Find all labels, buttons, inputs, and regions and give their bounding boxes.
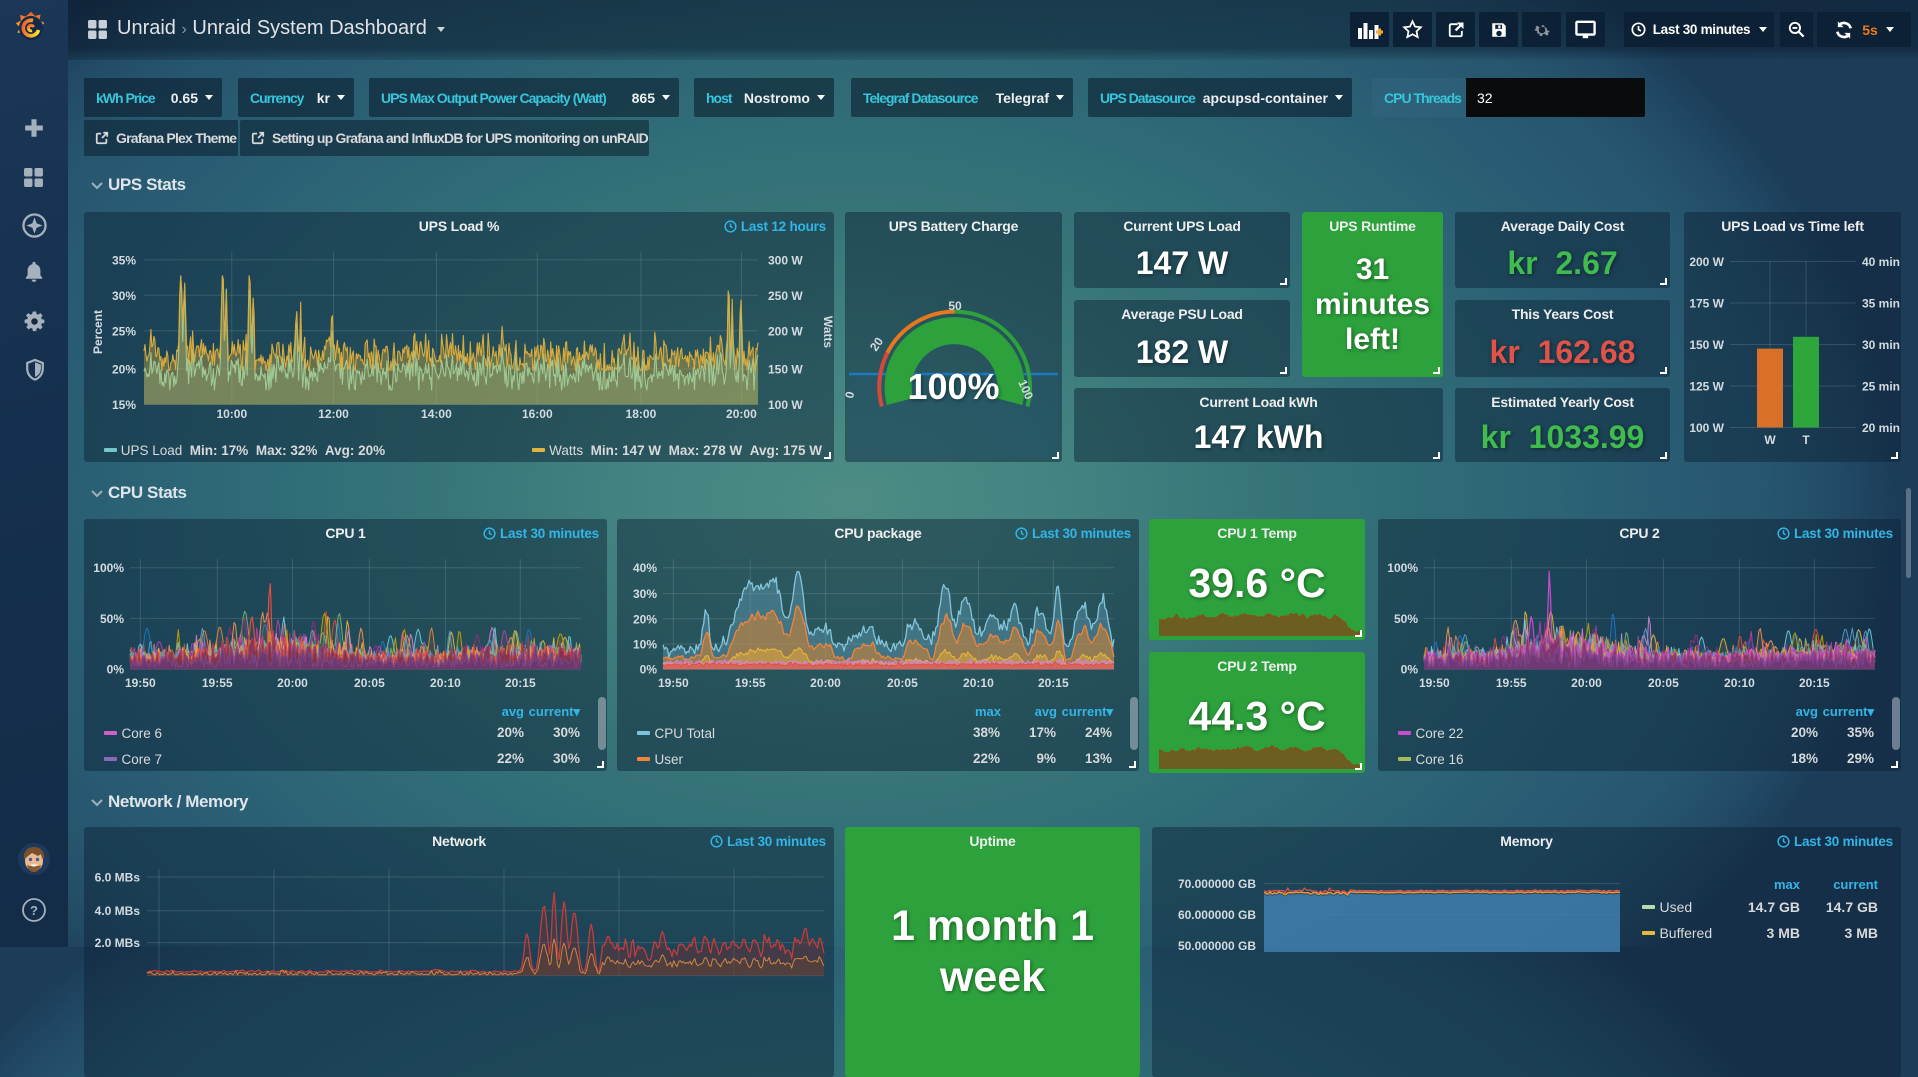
- svg-text:100 W: 100 W: [1689, 421, 1724, 435]
- svg-text:50%: 50%: [1394, 612, 1418, 626]
- svg-text:20: 20: [867, 334, 886, 353]
- svg-text:0: 0: [845, 390, 857, 400]
- svg-text:20:05: 20:05: [1648, 676, 1679, 690]
- svg-text:20:10: 20:10: [963, 676, 994, 690]
- svg-text:50%: 50%: [100, 612, 124, 626]
- svg-text:35 min: 35 min: [1862, 297, 1900, 311]
- svg-text:100%: 100%: [1387, 561, 1418, 575]
- svg-text:10%: 10%: [633, 638, 657, 652]
- svg-text:6.0 MBs: 6.0 MBs: [95, 871, 141, 885]
- svg-text:10:00: 10:00: [216, 407, 247, 421]
- svg-text:19:50: 19:50: [658, 676, 689, 690]
- svg-text:14:00: 14:00: [421, 407, 452, 421]
- svg-text:200 W: 200 W: [1689, 255, 1724, 269]
- svg-text:250 W: 250 W: [768, 289, 803, 303]
- svg-text:19:55: 19:55: [1496, 676, 1527, 690]
- svg-text:15%: 15%: [112, 398, 136, 412]
- svg-text:30 min: 30 min: [1862, 338, 1900, 352]
- svg-text:100%: 100%: [93, 561, 124, 575]
- svg-text:0%: 0%: [1401, 663, 1419, 677]
- svg-text:70.000000 GB: 70.000000 GB: [1178, 877, 1256, 891]
- svg-text:19:55: 19:55: [735, 676, 766, 690]
- svg-text:25 min: 25 min: [1862, 380, 1900, 394]
- svg-text:Watts: Watts: [821, 316, 834, 349]
- svg-text:20:15: 20:15: [505, 676, 536, 690]
- svg-text:0%: 0%: [640, 663, 658, 677]
- svg-text:50.000000 GB: 50.000000 GB: [1178, 939, 1256, 953]
- svg-text:?: ?: [30, 903, 38, 918]
- svg-text:20:00: 20:00: [810, 676, 841, 690]
- svg-text:175 W: 175 W: [1689, 297, 1724, 311]
- svg-text:16:00: 16:00: [522, 407, 553, 421]
- svg-text:60.000000 GB: 60.000000 GB: [1178, 908, 1256, 922]
- svg-text:25%: 25%: [112, 324, 136, 338]
- svg-text:30%: 30%: [633, 587, 657, 601]
- svg-text:2.0 MBs: 2.0 MBs: [95, 936, 141, 950]
- svg-text:20:15: 20:15: [1799, 676, 1830, 690]
- svg-text:20:10: 20:10: [430, 676, 461, 690]
- svg-text:200 W: 200 W: [768, 324, 803, 338]
- svg-text:150 W: 150 W: [768, 363, 803, 377]
- svg-text:150 W: 150 W: [1689, 338, 1724, 352]
- svg-text:20%: 20%: [112, 363, 136, 377]
- svg-text:20 min: 20 min: [1862, 421, 1900, 435]
- svg-text:19:50: 19:50: [125, 676, 156, 690]
- svg-text:20:00: 20:00: [277, 676, 308, 690]
- svg-text:50: 50: [948, 299, 962, 313]
- svg-text:18:00: 18:00: [626, 407, 657, 421]
- svg-text:20%: 20%: [633, 612, 657, 626]
- svg-text:20:05: 20:05: [354, 676, 385, 690]
- svg-text:20:15: 20:15: [1038, 676, 1069, 690]
- svg-text:20:00: 20:00: [1571, 676, 1602, 690]
- svg-text:T: T: [1802, 433, 1810, 447]
- svg-text:Percent: Percent: [91, 310, 105, 354]
- svg-text:20:00: 20:00: [726, 407, 757, 421]
- svg-text:300 W: 300 W: [768, 253, 803, 267]
- svg-text:125 W: 125 W: [1689, 380, 1724, 394]
- svg-text:W: W: [1764, 433, 1776, 447]
- svg-text:35%: 35%: [112, 253, 136, 267]
- svg-text:4.0 MBs: 4.0 MBs: [95, 904, 141, 918]
- svg-text:20:10: 20:10: [1724, 676, 1755, 690]
- svg-text:40%: 40%: [633, 561, 657, 575]
- svg-text:30%: 30%: [112, 289, 136, 303]
- svg-text:40 min: 40 min: [1862, 255, 1900, 269]
- svg-text:0%: 0%: [107, 663, 125, 677]
- svg-text:20:05: 20:05: [887, 676, 918, 690]
- svg-text:19:55: 19:55: [202, 676, 233, 690]
- svg-text:19:50: 19:50: [1419, 676, 1450, 690]
- svg-text:100 W: 100 W: [768, 398, 803, 412]
- svg-text:12:00: 12:00: [318, 407, 349, 421]
